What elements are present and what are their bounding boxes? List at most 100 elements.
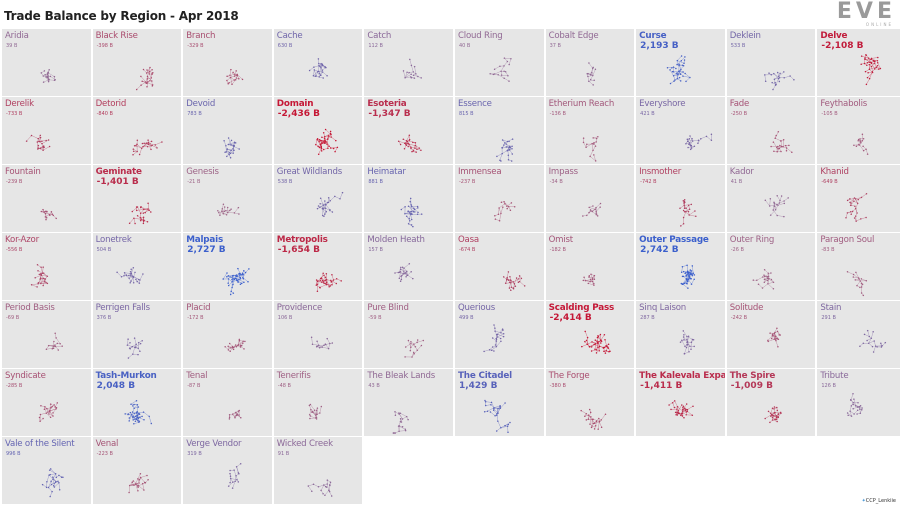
map-link	[336, 278, 342, 282]
map-system-dot	[146, 145, 149, 148]
map-system-dot	[672, 401, 674, 404]
map-system-dot	[319, 280, 321, 282]
map-link	[402, 416, 408, 420]
map-system-dot	[587, 418, 589, 420]
map-system-dot	[518, 280, 521, 283]
map-system-dot	[139, 219, 142, 222]
map-system-dot	[508, 63, 510, 66]
region-value-label: -285 B	[6, 382, 23, 389]
map-system-dot	[868, 68, 871, 71]
map-system-dot	[496, 414, 498, 417]
map-system-dot	[862, 145, 865, 147]
map-link	[595, 203, 601, 208]
map-system-dot	[860, 404, 862, 407]
map-link	[147, 203, 149, 211]
map-link	[687, 265, 689, 272]
region-name: Insmother	[639, 166, 682, 177]
map-system-dot	[233, 346, 235, 349]
map-link	[497, 420, 501, 428]
map-link	[142, 142, 149, 147]
map-system-dot	[777, 77, 779, 80]
map-system-dot	[235, 414, 238, 417]
map-system-dot	[47, 72, 50, 74]
map-system-dot	[37, 147, 39, 149]
map-system-dot	[329, 285, 331, 287]
map-system-dot	[142, 411, 144, 413]
map-system-dot	[675, 67, 677, 70]
map-link	[855, 208, 858, 214]
map-system-dot	[778, 334, 780, 336]
map-system-dot	[132, 148, 134, 150]
map-system-dot	[595, 210, 597, 213]
map-system-dot	[236, 465, 238, 468]
map-system-dot	[227, 282, 230, 284]
region-value-label: -182 B	[549, 246, 566, 253]
map-system-dot	[150, 422, 152, 425]
map-system-dot	[594, 145, 596, 147]
map-link	[777, 203, 785, 206]
map-system-dot	[408, 339, 410, 342]
map-link	[859, 144, 865, 151]
map-system-dot	[679, 76, 681, 79]
map-system-dot	[333, 195, 336, 198]
map-system-dot	[585, 419, 587, 421]
map-system-dot	[131, 416, 134, 418]
map-link	[413, 75, 419, 77]
map-system-dot	[764, 80, 767, 83]
map-system-dot	[312, 66, 315, 68]
map-system-dot	[145, 474, 148, 477]
map-system-dot	[411, 218, 413, 221]
map-system-dot	[326, 74, 328, 77]
map-system-dot	[421, 344, 423, 347]
map-system-dot	[861, 55, 863, 57]
map-system-dot	[847, 271, 849, 273]
map-system-dot	[320, 489, 322, 492]
map-system-dot	[777, 75, 780, 78]
map-link	[131, 206, 138, 212]
map-link	[505, 282, 511, 284]
map-system-dot	[668, 404, 671, 406]
region-panel: Derelik -733 B	[2, 96, 91, 164]
map-link	[501, 74, 508, 76]
map-system-dot	[495, 430, 498, 432]
map-system-dot	[411, 224, 413, 226]
map-link	[706, 136, 712, 141]
map-system-dot	[685, 271, 687, 274]
map-system-dot	[779, 72, 781, 75]
map-system-dot	[316, 290, 318, 293]
map-system-dot	[47, 411, 49, 413]
map-system-dot	[877, 62, 879, 64]
map-system-dot	[510, 289, 512, 291]
map-link	[137, 485, 144, 491]
map-system-dot	[584, 330, 586, 333]
map-link	[681, 340, 686, 347]
map-link	[49, 408, 57, 411]
region-panel: Placid -172 B	[183, 300, 272, 368]
map-link	[312, 343, 319, 346]
region-map	[398, 134, 423, 153]
map-system-dot	[772, 288, 774, 290]
map-system-dot	[502, 335, 505, 338]
map-system-dot	[859, 345, 861, 347]
map-system-dot	[232, 487, 234, 489]
map-link	[325, 204, 330, 210]
map-system-dot	[853, 144, 855, 146]
map-system-dot	[510, 160, 513, 162]
map-system-dot	[681, 275, 684, 278]
map-system-dot	[686, 408, 689, 411]
map-system-dot	[683, 416, 685, 419]
map-system-dot	[486, 410, 489, 412]
map-system-dot	[768, 72, 770, 74]
map-system-dot	[589, 74, 592, 76]
region-name: Black Rise	[95, 31, 138, 41]
map-system-dot	[494, 344, 497, 346]
map-system-dot	[591, 280, 593, 283]
region-name: Fade	[729, 98, 750, 109]
map-system-dot	[862, 283, 864, 285]
map-system-dot	[44, 405, 46, 408]
map-system-dot	[774, 418, 777, 420]
map-system-dot	[850, 213, 853, 215]
region-map	[217, 203, 240, 216]
map-link	[585, 279, 591, 281]
map-system-dot	[686, 341, 688, 344]
